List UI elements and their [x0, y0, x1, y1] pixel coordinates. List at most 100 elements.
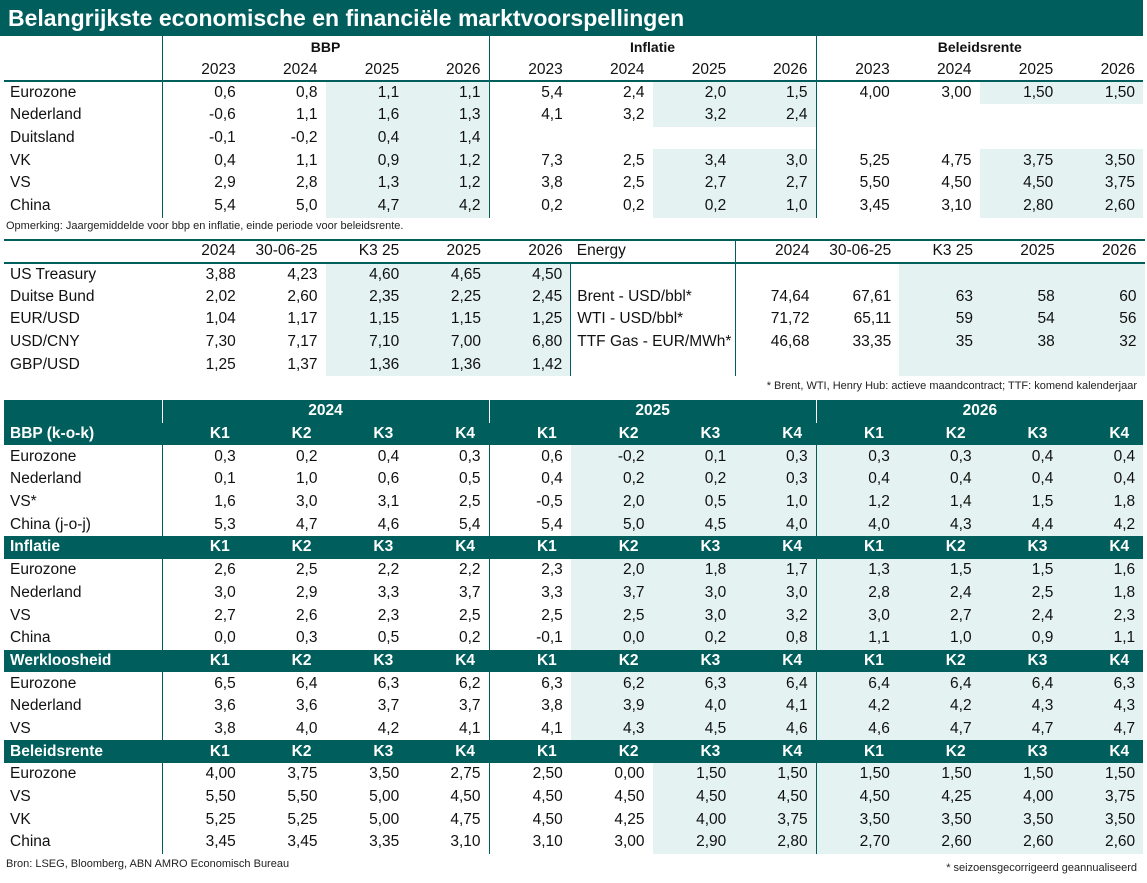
table-cell: 1,1 [295, 106, 318, 124]
table-cell: 4,4 [979, 513, 1062, 537]
table-cell: 3,7 [377, 697, 400, 715]
table-cell: 3,1 [377, 493, 400, 511]
quarter-label: K3 [325, 740, 408, 763]
table-row: VK 0,4 1,1 0,9 1,2 7,3 2,5 3,4 3,0 5,25 4,75 3,75 3,… [4, 149, 1144, 173]
table-cell: 2,0 [570, 558, 653, 582]
table-cell: 2,60 [1061, 831, 1144, 854]
quarter-label: K3 [325, 422, 408, 446]
table-cell: 2,4 [897, 581, 980, 605]
quarter-label: K1 [489, 740, 571, 763]
table-cell: 1,25 [489, 308, 571, 331]
table-cell: 1,0 [734, 194, 816, 218]
table-cell: 2,5 [295, 561, 318, 579]
table-cell: 3,00 [614, 833, 645, 851]
table-cell: 1,37 [287, 355, 318, 373]
table-cell: 2,0 [570, 490, 653, 514]
table-cell: 56 [1062, 308, 1145, 331]
table-cell: 0,5 [652, 490, 735, 514]
table-row: Eurozone 4,00 3,75 3,50 2,75 2,50 0,00 1,50 1,50… [4, 763, 1144, 786]
table-cell: 4,2 [897, 694, 980, 718]
table-cell: 5,25 [287, 810, 318, 828]
table-cell [898, 104, 980, 127]
table-cell: 4,0 [652, 694, 735, 718]
annual-forecast-table: BBP Inflatie Beleidsrente 2023 2024 2025 2026 2… [4, 36, 1144, 218]
table-cell: 7,10 [325, 330, 408, 354]
quarter-label: K3 [325, 649, 408, 673]
table-cell: 3,2 [622, 106, 645, 124]
t2-col: 2025 [407, 239, 489, 264]
table-cell: 71,72 [735, 308, 818, 331]
table-cell: 58 [981, 285, 1063, 309]
table-cell: 1,5 [979, 490, 1062, 514]
table-cell: 2,6 [295, 606, 318, 624]
table-cell: 2,5 [622, 151, 645, 169]
table-cell: 4,3 [570, 717, 653, 741]
table-cell: 4,25 [897, 785, 980, 809]
table-cell: 0,1 [161, 468, 244, 491]
table-cell: 4,1 [734, 694, 817, 718]
table-cell: 4,7 [979, 717, 1062, 741]
t3-year: 2025 [488, 400, 817, 423]
table-cell [488, 126, 571, 150]
table-cell: 3,3 [488, 581, 571, 605]
t2-energy-col: K3 25 [899, 239, 981, 264]
table-cell: 0,3 [295, 629, 318, 647]
table-cell: 0,4 [979, 445, 1062, 469]
table-cell: 5,0 [570, 513, 653, 537]
table-cell [981, 262, 1063, 286]
t1-year: 2026 [734, 58, 816, 83]
quarter-label: K3 [652, 536, 735, 559]
table-cell: 0,4 [325, 126, 408, 150]
table-cell: 4,6 [815, 717, 898, 741]
table-cell: 4,7 [295, 515, 318, 533]
table-cell: 1,4 [897, 490, 980, 514]
t1-group-header: BBP Inflatie Beleidsrente [4, 36, 1144, 59]
table-cell: 1,50 [897, 763, 980, 786]
table-cell: 2,9 [295, 583, 318, 601]
table-cell: 4,6 [734, 717, 817, 741]
table-cell: 4,23 [287, 265, 318, 283]
table-cell: 2,3 [1061, 604, 1144, 627]
table-cell [981, 353, 1063, 377]
table-cell: 1,3 [325, 172, 408, 195]
t1-year: 2025 [652, 58, 735, 83]
quarter-label: K1 [816, 649, 898, 673]
quarter-label: K4 [734, 422, 817, 446]
table-cell: 7,3 [488, 149, 571, 173]
table-cell: 3,10 [450, 833, 481, 851]
row-label: VK [10, 151, 31, 169]
row-label: USD/CNY [10, 333, 80, 351]
table-cell: 1,6 [325, 104, 408, 127]
table-cell: 2,35 [325, 285, 408, 309]
section-title: Werkloosheid [4, 649, 162, 673]
table-cell: 5,4 [488, 513, 571, 537]
source-note: Bron: LSEG, Bloomberg, ABN AMRO Economis… [6, 858, 290, 870]
table-cell: 4,1 [458, 719, 481, 737]
table-cell: 5,4 [161, 194, 244, 218]
table-cell: 0,2 [652, 626, 735, 650]
table-cell: 4,50 [489, 262, 571, 286]
quarter-label: K4 [734, 649, 817, 673]
page-title: Belangrijkste economische en financiële … [0, 0, 1143, 36]
row-label: Nederland [10, 697, 82, 715]
quarter-label: K3 [979, 649, 1062, 673]
row-label: Eurozone [10, 674, 77, 692]
table-cell: 3,8 [488, 694, 571, 718]
quarter-label: K2 [243, 649, 326, 673]
quarter-label: K2 [570, 536, 653, 559]
table-row: Duitse Bund 2,02 2,60 2,35 2,25 2,45 Brent - U… [4, 285, 1145, 309]
table-cell: 5,0 [295, 197, 318, 215]
table-cell: 3,45 [287, 833, 318, 851]
table-cell: 63 [899, 285, 981, 309]
row-label: Eurozone [10, 84, 77, 102]
table-cell: 0,8 [734, 626, 817, 650]
table-cell: 3,6 [295, 697, 318, 715]
table-cell: 4,7 [325, 194, 408, 218]
table-cell: 4,2 [377, 719, 400, 737]
energy-label [570, 262, 736, 286]
table-cell [1062, 262, 1145, 286]
table-cell: 3,45 [161, 831, 244, 854]
table-cell: 5,4 [488, 81, 571, 105]
row-label: Nederland [10, 470, 82, 488]
quarter-label: K2 [897, 536, 980, 559]
